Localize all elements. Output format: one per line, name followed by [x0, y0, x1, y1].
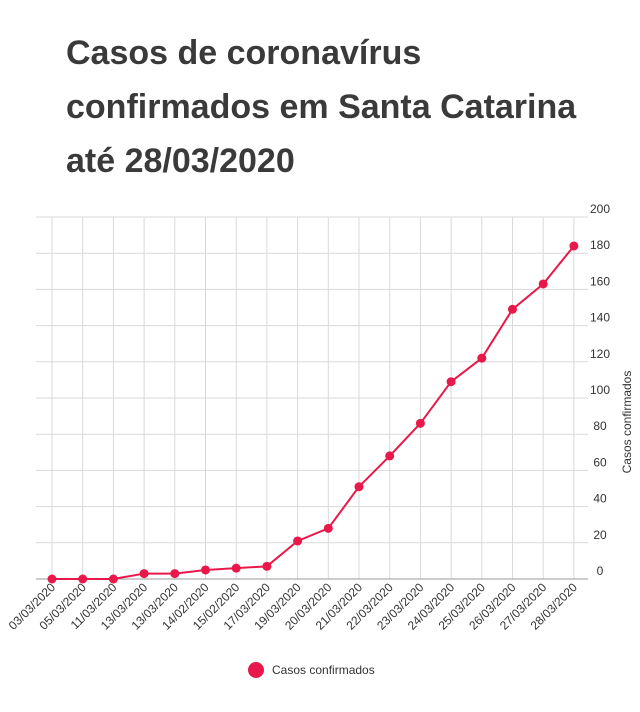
y-tick-label: 120 [590, 347, 610, 361]
y-tick-label: 140 [590, 311, 610, 325]
y-tick-label: 40 [593, 492, 607, 506]
data-point [538, 279, 548, 289]
chart-title: Casos de coronavírus confirmados em Sant… [66, 34, 577, 180]
y-tick-label: 180 [590, 238, 610, 252]
data-point [293, 536, 303, 546]
legend-label: Casos confirmados [272, 663, 375, 677]
y-tick-label: 20 [593, 528, 607, 542]
data-point [446, 377, 456, 387]
y-axis-ticks: 0 20 40 60 80 100 120 140 160 180 200 [590, 202, 610, 578]
data-point [201, 565, 210, 575]
legend: Casos confirmados [248, 662, 375, 678]
y-tick-label: 200 [590, 202, 610, 216]
data-point [385, 451, 395, 461]
data-point [47, 574, 57, 584]
data-point [415, 418, 425, 428]
data-point [231, 563, 241, 573]
series-line-casos-confirmados [52, 245, 575, 580]
y-tick-label: 100 [590, 383, 610, 397]
series-points [47, 241, 579, 584]
data-point [477, 353, 487, 363]
legend-marker [248, 662, 264, 678]
y-tick-label: 60 [593, 455, 607, 469]
horizontal-gridlines [36, 216, 588, 580]
data-point [262, 561, 272, 571]
data-point [508, 304, 517, 314]
data-point [569, 241, 579, 251]
data-point [354, 482, 364, 492]
y-tick-label: 80 [593, 419, 607, 433]
x-axis-ticks: 03/03/202005/03/202011/03/202013/03/2020… [6, 580, 580, 633]
y-axis-label: Casos confirmados [620, 371, 634, 474]
data-point [108, 574, 118, 584]
data-point [139, 569, 149, 579]
data-point [170, 569, 180, 579]
y-tick-label: 0 [597, 564, 604, 578]
data-point [323, 523, 333, 533]
data-point [78, 574, 88, 584]
y-tick-label: 160 [590, 274, 610, 288]
